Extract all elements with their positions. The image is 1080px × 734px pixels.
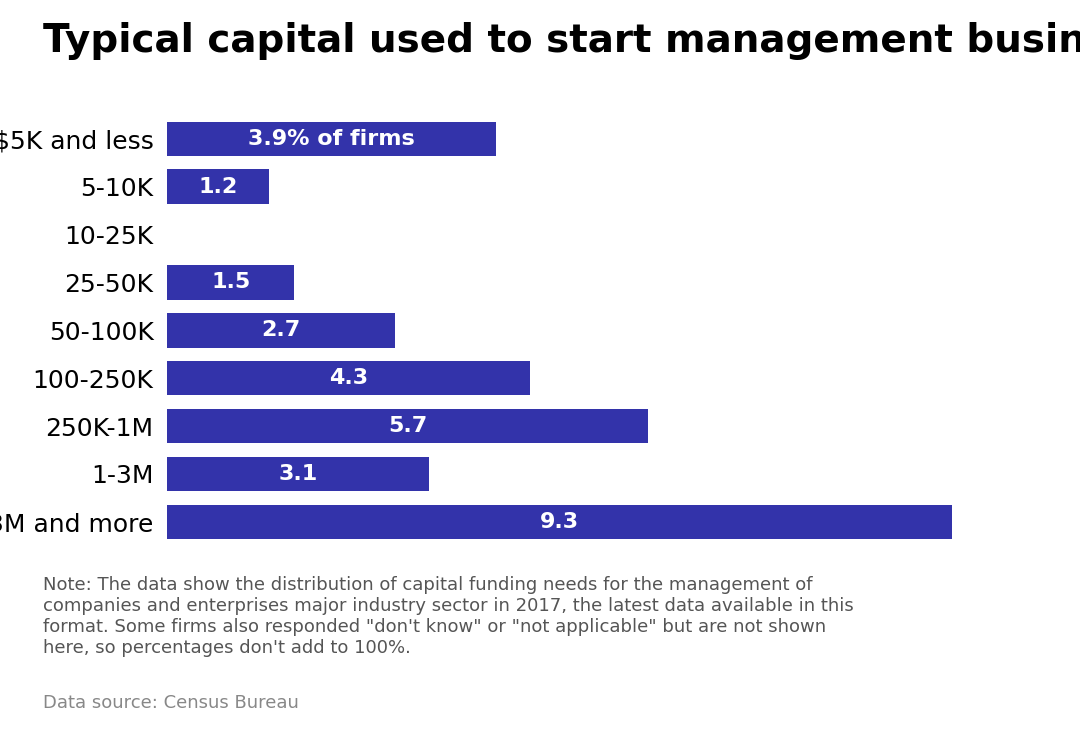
Bar — [167, 313, 395, 347]
Bar — [167, 457, 429, 491]
Bar — [167, 265, 294, 299]
Text: 9.3: 9.3 — [540, 512, 579, 531]
Bar — [167, 170, 269, 204]
Text: 5.7: 5.7 — [388, 416, 428, 436]
Bar — [167, 361, 530, 396]
Bar — [167, 122, 497, 156]
Text: Note: The data show the distribution of capital funding needs for the management: Note: The data show the distribution of … — [43, 576, 854, 657]
Text: Typical capital used to start management businesses: Typical capital used to start management… — [43, 22, 1080, 60]
Text: Data source: Census Bureau: Data source: Census Bureau — [43, 694, 299, 712]
Text: 3.1: 3.1 — [279, 464, 318, 484]
Bar — [167, 409, 648, 443]
Text: 2.7: 2.7 — [261, 320, 301, 341]
Text: 1.5: 1.5 — [211, 272, 251, 292]
Text: 1.2: 1.2 — [199, 177, 238, 197]
Text: 3.9% of firms: 3.9% of firms — [248, 129, 415, 149]
Text: 4.3: 4.3 — [329, 368, 368, 388]
Bar — [167, 504, 951, 539]
